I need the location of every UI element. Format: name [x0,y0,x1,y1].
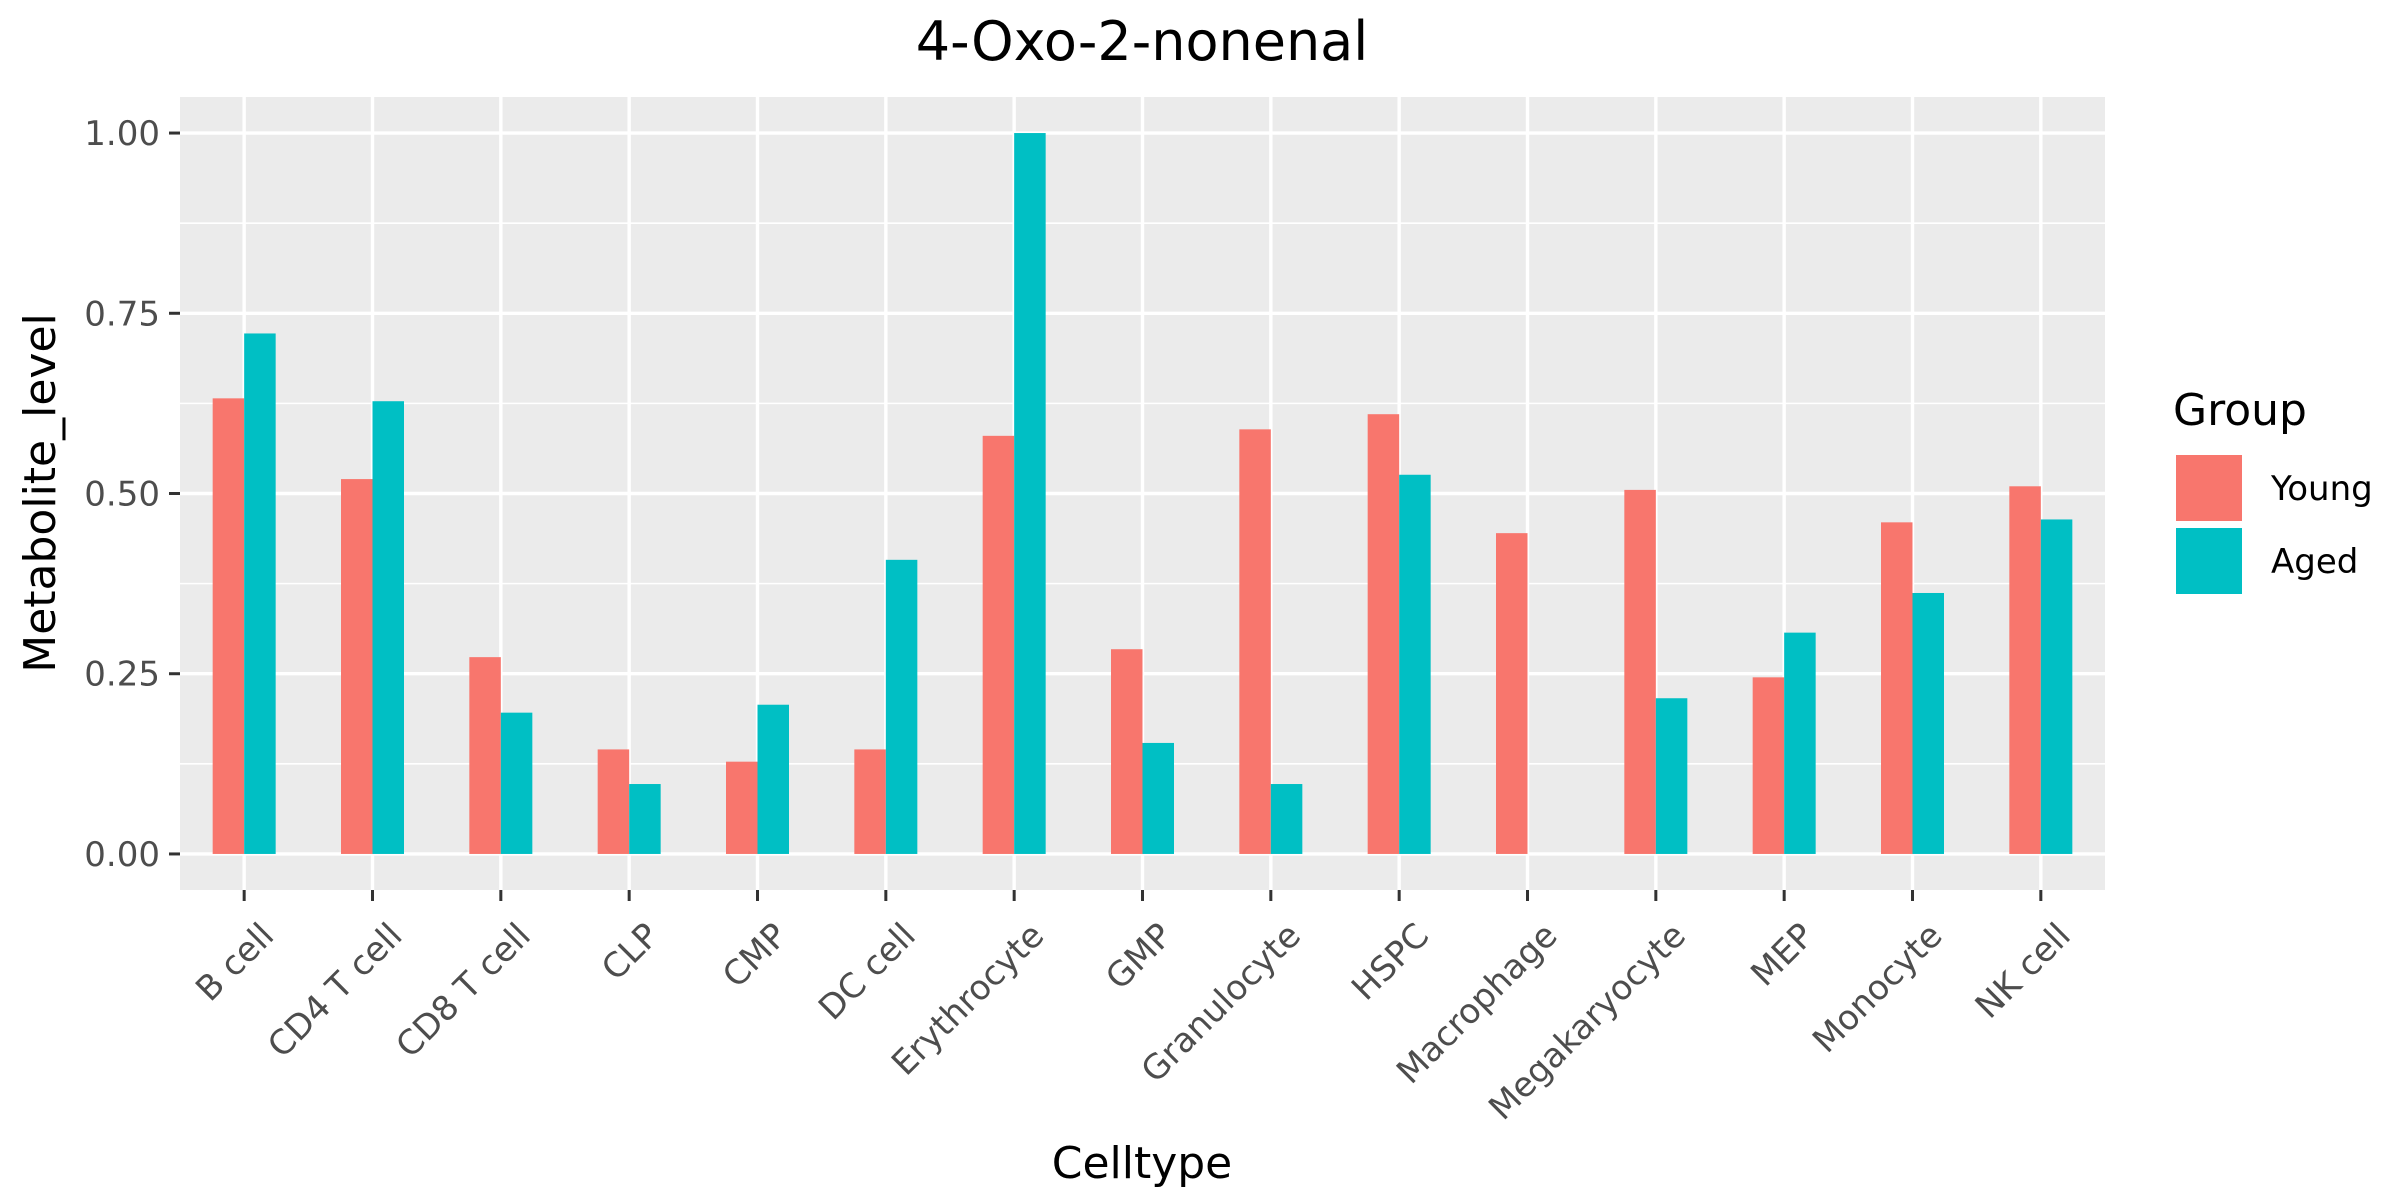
bar-young [212,398,245,854]
bar-aged [757,704,789,854]
bar-young [597,749,630,854]
bar-young [1367,414,1400,854]
bar-young [1881,522,1913,854]
bar-aged [1784,632,1816,854]
x-tick-label: CD4 T cell [260,916,410,1066]
bar-aged [500,712,533,854]
bar-aged [2040,519,2073,854]
y-tick-label: 0.25 [84,655,160,695]
y-tick-label: 0.75 [84,294,160,334]
bar-young [1752,677,1785,854]
x-tick-label: DC cell [811,916,924,1029]
y-tick-label: 0.50 [84,475,160,515]
x-tick-label: GMP [1098,916,1180,998]
x-tick-label: CD8 T cell [389,916,539,1066]
bar-aged [1142,742,1174,854]
bar-aged [244,333,276,854]
bar-young [726,761,758,854]
legend-label: Young [2270,469,2373,509]
bar-young [469,657,501,854]
x-tick-label: B cell [188,916,282,1010]
bar-aged [1014,133,1046,854]
y-axis-title: Metabolite_level [15,313,66,673]
chart-title: 4-Oxo-2-nonenal [916,10,1369,73]
x-tick-label: HSPC [1344,916,1437,1009]
y-axis: 0.00 0.25 0.50 0.75 1.00 [84,114,180,875]
bar-aged [885,559,918,854]
bar-aged [1270,784,1303,854]
bar-young [341,479,373,854]
y-tick-label: 0.00 [84,835,160,875]
x-tick-label: Monocyte [1805,916,1950,1061]
x-tick-label: CLP [594,916,667,989]
bar-young [1624,489,1656,854]
bar-young [1239,429,1271,854]
y-tick-label: 1.00 [84,114,160,154]
x-tick-label: CMP [715,916,795,996]
legend-items: Young Aged [2176,455,2373,594]
x-axis-title: Celltype [1052,1138,1233,1189]
bar-aged [1655,698,1688,854]
x-tick-label: MEP [1743,916,1822,995]
legend-key-aged [2176,528,2242,594]
legend-label: Aged [2271,542,2358,582]
bars [212,133,2073,854]
legend: Group Young Aged [2173,385,2373,594]
bar-aged [372,401,404,854]
bar-young [1111,649,1143,854]
bar-aged [629,784,661,854]
x-tick-label: NK cell [1968,916,2079,1027]
legend-key-young [2176,455,2242,521]
bar-young [982,435,1015,854]
bar-young [2009,486,2041,854]
legend-title: Group [2173,385,2307,436]
bar-aged [1399,474,1431,854]
bar-young [854,749,886,854]
bar-aged [1912,592,1944,854]
bar-young [1496,533,1528,854]
